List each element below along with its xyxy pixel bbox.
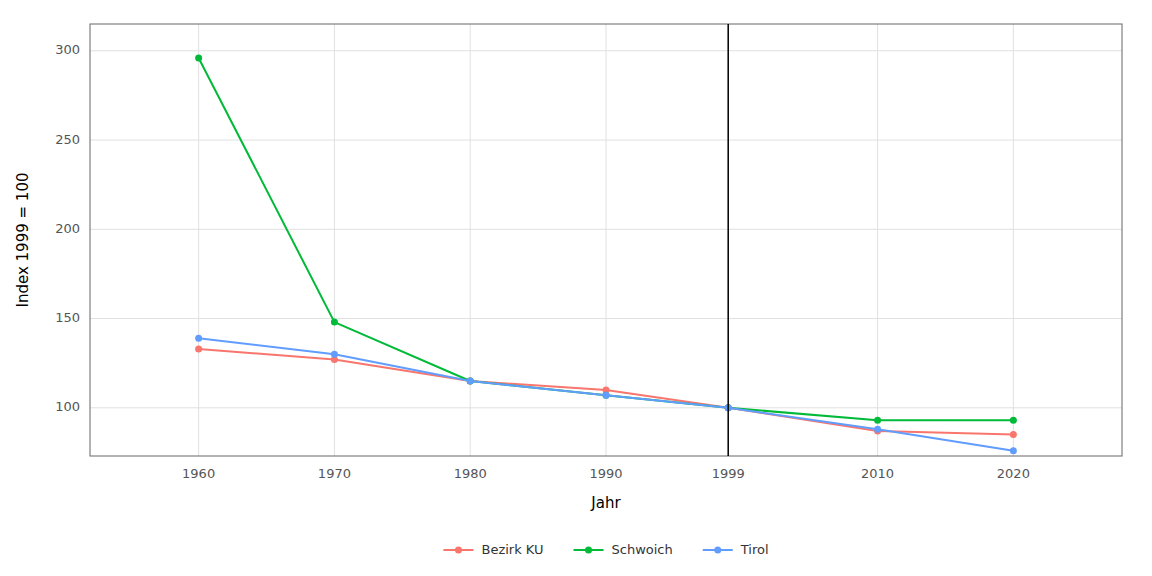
grid-line-x <box>470 24 471 456</box>
y-tick-label: 150 <box>55 310 80 325</box>
y-tick-label: 300 <box>55 42 80 57</box>
point <box>1010 431 1017 438</box>
point <box>1010 417 1017 424</box>
point <box>467 378 474 385</box>
legend-item: Tirol <box>703 542 769 557</box>
legend-swatch-marker <box>714 547 721 554</box>
series <box>195 54 1017 423</box>
series <box>195 345 1017 438</box>
point <box>874 426 881 433</box>
x-tick-label: 2020 <box>997 466 1030 481</box>
series-line <box>199 58 1014 420</box>
x-tick-label: 1990 <box>589 466 622 481</box>
point <box>603 392 610 399</box>
legend-item: Bezirk KU <box>443 542 543 557</box>
y-tick-label: 200 <box>55 221 80 236</box>
plot-background <box>90 24 1122 456</box>
grid-line-x <box>198 24 199 456</box>
series-line <box>199 338 1014 450</box>
x-tick-label: 2010 <box>861 466 894 481</box>
x-tick-label: 1980 <box>454 466 487 481</box>
x-axis-label: Jahr <box>590 494 621 512</box>
data-layer <box>195 24 1017 456</box>
point <box>874 417 881 424</box>
chart-container: 100 150 200 250 300 1960 1970 1980 1990 1999 2010 2… <box>0 0 1152 576</box>
y-axis-label: Index 1999 = 100 <box>14 173 32 308</box>
legend: Bezirk KU Schwoich Tirol <box>443 542 768 557</box>
grid-line-x <box>877 24 878 456</box>
x-tick-label: 1960 <box>182 466 215 481</box>
legend-label: Schwoich <box>612 542 673 557</box>
point <box>331 319 338 326</box>
legend-swatch-marker <box>455 547 462 554</box>
series-line <box>199 349 1014 435</box>
legend-swatch-marker <box>585 547 592 554</box>
point <box>195 335 202 342</box>
series <box>195 335 1017 454</box>
point <box>603 392 610 399</box>
point <box>467 378 474 385</box>
legend-label: Bezirk KU <box>481 542 543 557</box>
y-tick-label: 100 <box>55 399 80 414</box>
grid-line-x <box>728 24 729 456</box>
point <box>467 378 474 385</box>
x-tick-label: 1999 <box>712 466 745 481</box>
reference-line <box>727 24 729 456</box>
point <box>195 54 202 61</box>
point <box>195 345 202 352</box>
point <box>331 351 338 358</box>
grid-line-x <box>334 24 335 456</box>
point <box>1010 447 1017 454</box>
legend-item: Schwoich <box>574 542 673 557</box>
grid <box>90 24 1122 456</box>
chart-svg: 100 150 200 250 300 1960 1970 1980 1990 1999 2010 2… <box>0 0 1152 576</box>
x-tick-label: 1970 <box>318 466 351 481</box>
legend-label: Tirol <box>740 542 769 557</box>
grid-line-x <box>1013 24 1014 456</box>
y-tick-label: 250 <box>55 132 80 147</box>
page: {"chart_data": {"type": "line", "x": [19… <box>0 0 1152 576</box>
tick-labels: 100 150 200 250 300 1960 1970 1980 1990 1999 2010 2… <box>55 42 1030 481</box>
plot-frame <box>90 24 1122 456</box>
